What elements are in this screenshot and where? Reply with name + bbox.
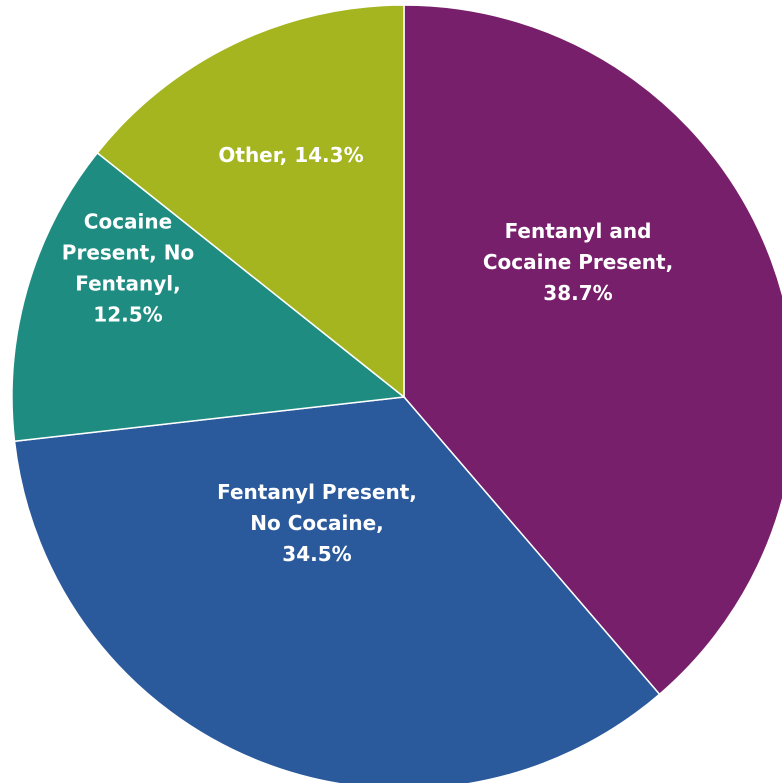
- pie-slice-label-line: Other, 14.3%: [218, 143, 363, 167]
- pie-slice-label-0: Fentanyl and Cocaine Present, 38.7%: [483, 219, 673, 305]
- pie-slice-label-line: Fentanyl Present,: [217, 480, 417, 504]
- pie-slice-label-line: 34.5%: [282, 542, 351, 566]
- pie-slice-label-line: Cocaine Present,: [483, 250, 673, 274]
- pie-slice-label-line: 12.5%: [93, 303, 162, 327]
- pie-slice-label-line: Present, No: [62, 241, 194, 265]
- pie-slice-label-line: Fentanyl and: [505, 219, 652, 243]
- pie-slice-label-line: Cocaine: [84, 210, 172, 234]
- pie-slice-label-2: Cocaine Present, No Fentanyl, 12.5%: [62, 210, 194, 327]
- pie-slice-label-1: Fentanyl Present, No Cocaine, 34.5%: [217, 480, 417, 566]
- pie-slice-0: [403, 4, 782, 696]
- pie-slice-3: [96, 4, 405, 399]
- pie-slice-label-line: Fentanyl,: [75, 272, 180, 296]
- pie-slice-1: [13, 396, 661, 783]
- pie-slice-label-line: 38.7%: [543, 281, 612, 305]
- pie-labels: Fentanyl and Cocaine Present, 38.7%Fentany…: [62, 143, 673, 566]
- pie-slice-2: [11, 151, 406, 443]
- pie-slice-label-line: No Cocaine,: [250, 511, 383, 535]
- pie-slice-label-3: Other, 14.3%: [218, 143, 363, 167]
- pie-slices: [11, 4, 782, 783]
